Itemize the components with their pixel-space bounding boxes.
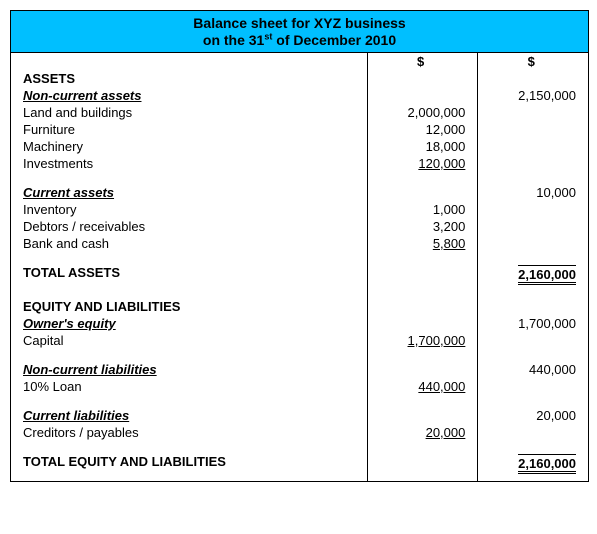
investments-value: 120,000 xyxy=(367,155,478,172)
furniture-label: Furniture xyxy=(11,121,367,138)
land-buildings-label: Land and buildings xyxy=(11,104,367,121)
total-assets-label: TOTAL ASSETS xyxy=(11,264,367,286)
equity-liabilities-header: EQUITY AND LIABILITIES xyxy=(11,298,367,315)
balance-table: $ $ ASSETS Non-current assets 2,150,000 … xyxy=(11,53,588,481)
non-current-assets-total: 2,150,000 xyxy=(478,87,588,104)
capital-value: 1,700,000 xyxy=(367,332,478,349)
title-header: Balance sheet for XYZ business on the 31… xyxy=(11,11,588,53)
inventory-label: Inventory xyxy=(11,201,367,218)
currency-col1: $ xyxy=(367,53,478,70)
non-current-liabilities-label: Non-current liabilities xyxy=(11,361,367,378)
creditors-label: Creditors / payables xyxy=(11,424,367,441)
debtors-label: Debtors / receivables xyxy=(11,218,367,235)
currency-row: $ $ xyxy=(11,53,588,70)
loan-value: 440,000 xyxy=(367,378,478,395)
machinery-label: Machinery xyxy=(11,138,367,155)
total-assets-value: 2,160,000 xyxy=(478,264,588,286)
assets-header: ASSETS xyxy=(11,70,367,87)
inventory-value: 1,000 xyxy=(367,201,478,218)
current-liabilities-total: 20,000 xyxy=(478,407,588,424)
title-line2: on the 31st of December 2010 xyxy=(203,32,396,48)
land-buildings-value: 2,000,000 xyxy=(367,104,478,121)
current-assets-label: Current assets xyxy=(11,184,367,201)
current-liabilities-label: Current liabilities xyxy=(11,407,367,424)
non-current-assets-label: Non-current assets xyxy=(11,87,367,104)
machinery-value: 18,000 xyxy=(367,138,478,155)
title-line1: Balance sheet for XYZ business xyxy=(193,15,405,31)
owners-equity-total: 1,700,000 xyxy=(478,315,588,332)
capital-label: Capital xyxy=(11,332,367,349)
currency-col2: $ xyxy=(478,53,588,70)
creditors-value: 20,000 xyxy=(367,424,478,441)
non-current-liabilities-total: 440,000 xyxy=(478,361,588,378)
balance-sheet-container: Balance sheet for XYZ business on the 31… xyxy=(10,10,589,482)
current-assets-total: 10,000 xyxy=(478,184,588,201)
owners-equity-label: Owner's equity xyxy=(11,315,367,332)
investments-label: Investments xyxy=(11,155,367,172)
loan-label: 10% Loan xyxy=(11,378,367,395)
total-equity-liabilities-label: TOTAL EQUITY AND LIABILITIES xyxy=(11,453,367,475)
total-equity-liabilities-value: 2,160,000 xyxy=(478,453,588,475)
debtors-value: 3,200 xyxy=(367,218,478,235)
furniture-value: 12,000 xyxy=(367,121,478,138)
bank-cash-label: Bank and cash xyxy=(11,235,367,252)
bank-cash-value: 5,800 xyxy=(367,235,478,252)
